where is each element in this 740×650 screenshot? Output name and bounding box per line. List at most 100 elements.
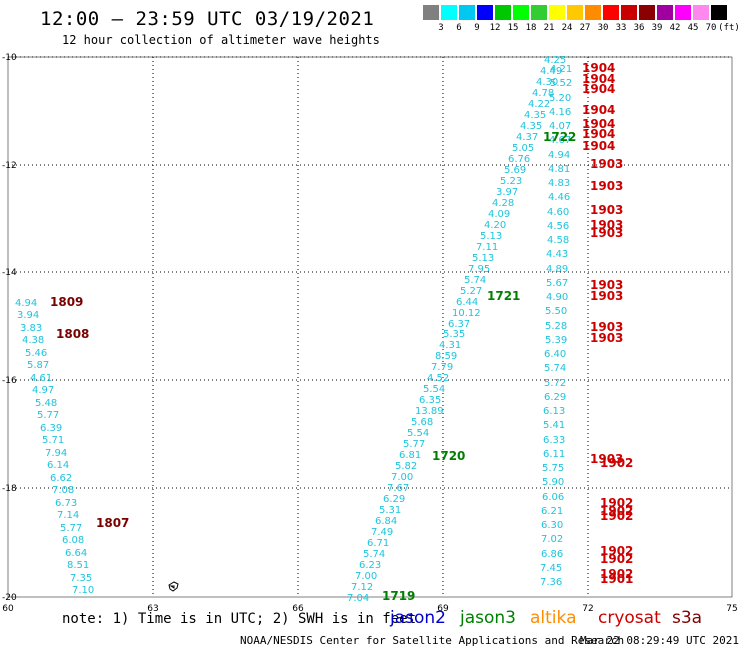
satellite-name-cryosat: cryosat [598, 608, 661, 628]
wave-height-point: 4.22 [528, 99, 550, 110]
wave-height-point: 4.52 [427, 373, 449, 384]
wave-height-point: 4.56 [547, 221, 569, 232]
wave-height-point: 6.76 [508, 154, 530, 165]
legend-swatch [531, 5, 547, 20]
wave-height-point: 4.94 [548, 150, 570, 161]
legend-swatch [657, 5, 673, 20]
time-label: 1904 [582, 103, 615, 117]
wave-height-point: 4.07 [549, 121, 571, 132]
wave-height-point: 5.13 [480, 231, 502, 242]
time-label: 1720 [432, 449, 465, 463]
time-label: 1903 [590, 289, 623, 303]
wave-height-point: 5.54 [423, 384, 445, 395]
wave-height-point: 6.30 [541, 520, 563, 531]
legend-swatch [495, 5, 511, 20]
wave-height-point: 4.58 [547, 235, 569, 246]
generation-timestamp: Mar 22 08:29:49 UTC 2021 [580, 634, 739, 647]
time-label: 1903 [590, 331, 623, 345]
wave-height-point: 4.37 [516, 132, 538, 143]
time-label: 1902 [600, 504, 633, 518]
legend-label: 18 [525, 23, 537, 33]
wave-height-point: 4.94 [15, 298, 37, 309]
satellite-name-s3a: s3a [672, 608, 703, 628]
time-label: 1903 [590, 203, 623, 217]
time-label: 1807 [96, 516, 129, 530]
time-label: 1903 [590, 452, 623, 466]
legend-label: 33 [615, 23, 627, 33]
time-label: 1902 [600, 552, 633, 566]
time-label: 1722 [543, 130, 576, 144]
time-label: 1902 [600, 509, 633, 523]
legend-swatch [423, 5, 439, 20]
wave-height-point: 5.71 [42, 435, 64, 446]
lon-tick-label: 66 [292, 604, 304, 614]
legend-swatch [477, 5, 493, 20]
legend-label: 36 [633, 23, 645, 33]
wave-height-point: 4.78 [532, 88, 554, 99]
wave-height-point: 7.08 [52, 485, 74, 496]
island-coastline [168, 581, 179, 592]
legend-label: 30 [597, 23, 609, 33]
wave-height-point: 3.97 [496, 187, 518, 198]
wave-height-point: 8.51 [67, 560, 89, 571]
time-label: 1904 [582, 61, 615, 75]
legend-swatch [513, 5, 529, 20]
legend-label: 12 [489, 23, 501, 33]
wave-height-point: 6.23 [359, 560, 381, 571]
wave-height-point: 5.31 [379, 505, 401, 516]
legend-label: 9 [474, 23, 480, 33]
wave-height-point: 6.33 [543, 435, 565, 446]
map-axes: 60 63 66 69 72 75 -10 -12 -14 -16 -18 -20 [2, 53, 738, 614]
wave-height-point: 6.64 [65, 548, 87, 559]
time-label: 1904 [582, 82, 615, 96]
time-label: 1904 [582, 117, 615, 131]
wave-height-point: 5.75 [542, 463, 564, 474]
wave-height-point: 6.39 [40, 423, 62, 434]
wave-height-point: 5.74 [544, 363, 566, 374]
wave-height-point: 4.46 [548, 192, 570, 203]
time-label: 1903 [590, 278, 623, 292]
legend-swatch [459, 5, 475, 20]
time-label: 1721 [487, 289, 520, 303]
legend-swatch [621, 5, 637, 20]
legend-swatch [585, 5, 601, 20]
time-label: 1904 [582, 139, 615, 153]
time-label: 1719 [382, 589, 415, 603]
page-title: 12:00 – 23:59 UTC 03/19/2021 [40, 8, 375, 30]
wave-height-point: 5.23 [500, 176, 522, 187]
wave-height-point: 5.46 [25, 348, 47, 359]
wave-height-point: 4.38 [22, 335, 44, 346]
wave-height-point: 6.35 [419, 395, 441, 406]
wave-height-point: 6.08 [62, 535, 84, 546]
wave-height-point: 6.40 [544, 349, 566, 360]
page-subtitle: 12 hour collection of altimeter wave hei… [62, 33, 380, 47]
wave-height-point: 5.90 [542, 477, 564, 488]
time-label: 1903 [590, 157, 623, 171]
wave-height-point: 4.25 [544, 55, 566, 66]
wave-height-point: 4.16 [549, 107, 571, 118]
wave-height-point: 5.28 [545, 321, 567, 332]
lon-tick-label: 60 [2, 604, 14, 614]
wave-height-point: 5.41 [543, 420, 565, 431]
wave-height-point: 4.61 [30, 373, 52, 384]
time-label: 1902 [600, 496, 633, 510]
legend-swatch [711, 5, 727, 20]
wave-height-point: 6.71 [367, 538, 389, 549]
wave-height-point: 5.20 [549, 93, 571, 104]
legend-swatch [549, 5, 565, 20]
wave-height-point: 5.52 [550, 78, 572, 89]
wave-height-point: 6.06 [542, 492, 564, 503]
wave-height-point: 3.94 [17, 310, 39, 321]
wave-height-point: 6.44 [456, 297, 478, 308]
lon-tick-label: 69 [437, 604, 449, 614]
wave-height-point: 6.29 [383, 494, 405, 505]
wave-height-point: 5.87 [27, 360, 49, 371]
time-label: 1904 [582, 72, 615, 86]
wave-height-point: 7.04 [347, 593, 369, 604]
time-label: 1903 [590, 226, 623, 240]
wave-height-point: 5.35 [443, 329, 465, 340]
wave-height-point: 8.59 [435, 351, 457, 362]
legend-label: 39 [651, 23, 663, 33]
wave-height-point: 4.09 [488, 209, 510, 220]
